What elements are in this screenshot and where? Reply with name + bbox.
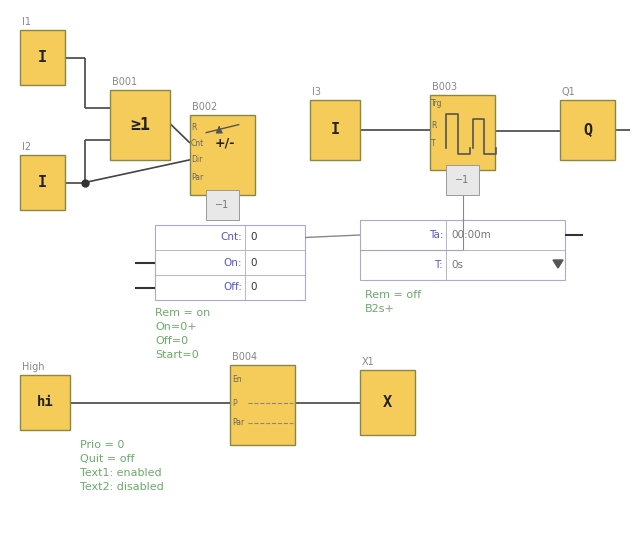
Text: Prio = 0: Prio = 0 (80, 440, 124, 450)
Text: Dir: Dir (191, 155, 202, 164)
Text: Off=0: Off=0 (155, 336, 188, 346)
Text: Off:: Off: (223, 283, 242, 293)
Text: On=0+: On=0+ (155, 322, 196, 332)
Text: I1: I1 (22, 17, 31, 27)
Text: T:: T: (435, 260, 443, 270)
Text: B2s+: B2s+ (365, 304, 395, 314)
Text: 00:00m: 00:00m (451, 230, 491, 240)
Text: En: En (232, 375, 242, 384)
Text: B002: B002 (192, 102, 217, 112)
Text: Ta:: Ta: (429, 230, 443, 240)
Text: P: P (232, 399, 237, 408)
FancyBboxPatch shape (190, 115, 255, 195)
Text: T: T (431, 139, 436, 148)
FancyBboxPatch shape (560, 100, 615, 160)
FancyBboxPatch shape (360, 220, 565, 280)
Text: 0: 0 (250, 258, 257, 268)
Text: −1: −1 (456, 175, 470, 185)
Text: 0: 0 (250, 283, 257, 293)
Text: B001: B001 (112, 77, 137, 87)
Text: Start=0: Start=0 (155, 350, 199, 360)
FancyBboxPatch shape (230, 365, 295, 445)
FancyBboxPatch shape (20, 155, 65, 210)
Text: hi: hi (36, 395, 53, 410)
Text: I3: I3 (312, 87, 321, 97)
Text: High: High (22, 362, 45, 372)
Text: Trg: Trg (431, 100, 442, 108)
Text: 0s: 0s (451, 260, 463, 270)
Text: B004: B004 (232, 352, 257, 362)
Text: On:: On: (223, 258, 242, 268)
FancyBboxPatch shape (20, 30, 65, 85)
FancyBboxPatch shape (20, 375, 70, 430)
Text: Rem = on: Rem = on (155, 308, 211, 318)
Text: I: I (38, 50, 47, 65)
Text: Q1: Q1 (562, 87, 576, 97)
Text: Rem = off: Rem = off (365, 290, 421, 300)
FancyBboxPatch shape (310, 100, 360, 160)
Text: Cnt: Cnt (191, 138, 204, 148)
Text: Q: Q (583, 123, 592, 138)
Text: X1: X1 (362, 357, 375, 367)
Text: Text1: enabled: Text1: enabled (80, 468, 162, 478)
Text: Par: Par (191, 173, 204, 182)
Text: X: X (383, 395, 392, 410)
Text: +/-: +/- (214, 137, 235, 149)
Text: Quit = off: Quit = off (80, 454, 134, 464)
FancyBboxPatch shape (155, 225, 305, 300)
Text: I2: I2 (22, 142, 31, 152)
Text: R: R (431, 121, 436, 129)
Text: Par: Par (232, 418, 244, 427)
Text: 0: 0 (250, 232, 257, 243)
Text: ≥1: ≥1 (130, 116, 150, 134)
Polygon shape (553, 260, 563, 268)
Text: Cnt:: Cnt: (220, 232, 242, 243)
FancyBboxPatch shape (360, 370, 415, 435)
FancyBboxPatch shape (110, 90, 170, 160)
Text: I: I (38, 175, 47, 190)
Text: Text2: disabled: Text2: disabled (80, 482, 164, 492)
Text: I: I (330, 123, 340, 138)
Text: −1: −1 (216, 200, 230, 210)
FancyBboxPatch shape (430, 95, 495, 170)
Text: R: R (191, 123, 196, 132)
Text: B003: B003 (432, 82, 457, 92)
